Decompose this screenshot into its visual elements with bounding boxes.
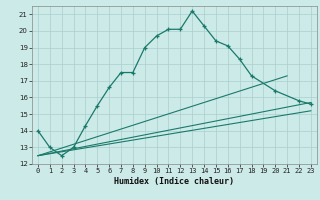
X-axis label: Humidex (Indice chaleur): Humidex (Indice chaleur) — [115, 177, 234, 186]
